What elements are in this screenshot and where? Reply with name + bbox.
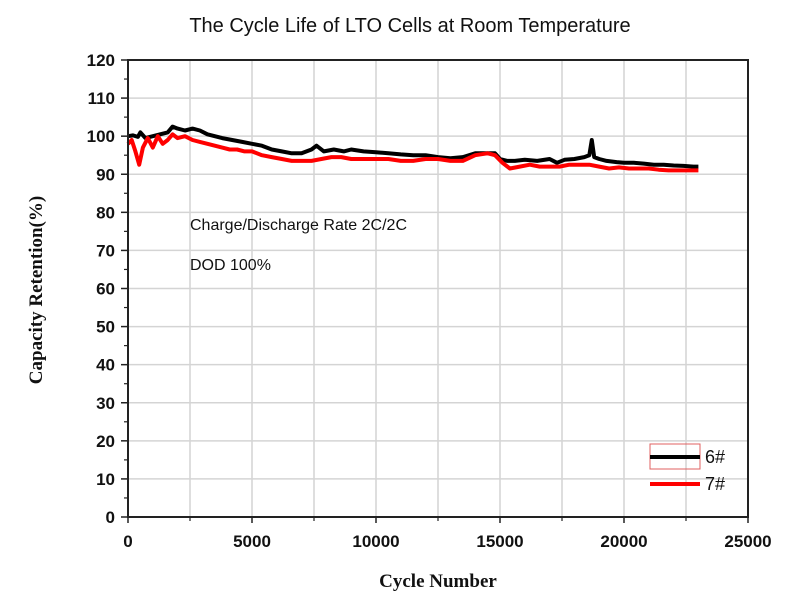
y-tick-label: 60 <box>96 280 115 299</box>
series-layer <box>126 124 699 173</box>
x-tick-label: 20000 <box>600 532 647 551</box>
y-tick-label: 110 <box>88 89 115 108</box>
y-tick-label: 10 <box>96 470 115 489</box>
series-line-7 <box>126 132 699 173</box>
y-axis: 0 10 20 30 40 50 60 70 80 90 100 110 120 <box>87 51 128 527</box>
y-tick-label: 40 <box>96 356 115 375</box>
y-tick-label: 100 <box>87 127 115 146</box>
y-tick-label: 120 <box>87 51 115 70</box>
y-tick-label: 30 <box>96 394 115 413</box>
y-tick-label: 70 <box>96 241 115 260</box>
x-axis-label: Cycle Number <box>379 571 497 592</box>
chart-title: The Cycle Life of LTO Cells at Room Temp… <box>189 15 630 37</box>
annotation-dod: DOD 100% <box>190 257 271 274</box>
x-tick-label: 15000 <box>476 532 523 551</box>
y-tick-label: 0 <box>106 508 115 527</box>
legend-label-7: 7# <box>705 474 725 494</box>
y-tick-label: 80 <box>96 203 115 222</box>
y-tick-label: 20 <box>96 432 115 451</box>
y-axis-label: Capacity Retention(%) <box>26 196 47 384</box>
y-tick-label: 90 <box>96 165 115 184</box>
x-tick-label: 0 <box>123 532 132 551</box>
legend-label-6: 6# <box>705 447 725 467</box>
x-tick-label: 25000 <box>724 532 771 551</box>
x-axis: 0 5000 10000 15000 20000 25000 <box>123 517 772 551</box>
annotation-rate: Charge/Discharge Rate 2C/2C <box>190 217 407 234</box>
y-tick-label: 50 <box>96 318 115 337</box>
x-tick-label: 10000 <box>352 532 399 551</box>
grid <box>128 60 748 517</box>
series-line-6 <box>127 124 699 169</box>
legend: 6# 7# <box>649 443 725 494</box>
x-tick-label: 5000 <box>233 532 271 551</box>
